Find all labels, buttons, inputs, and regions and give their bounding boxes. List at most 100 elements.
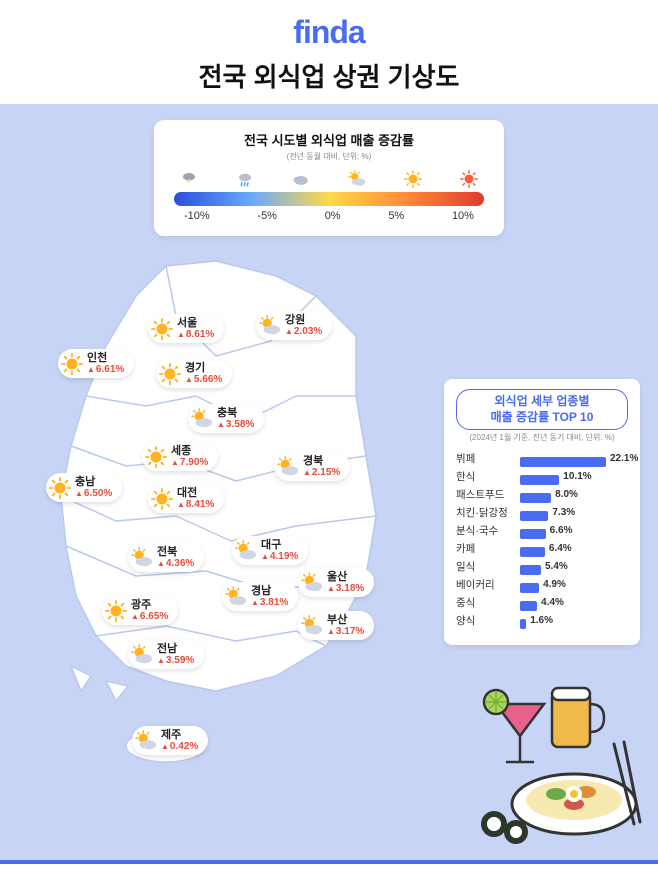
bar-label: 치킨·닭강정 [456,505,514,520]
city-value: 6.50% [75,488,112,499]
bar-label: 한식 [456,469,514,484]
city-pill-경남: 경남3.81% [222,582,298,611]
city-name: 세종 [171,445,208,457]
page-title: 전국 외식업 상권 기상도 [0,57,658,94]
city-pill-서울: 서울8.61% [148,314,224,343]
city-value: 5.66% [185,374,222,385]
hot-sun-icon [460,170,478,188]
city-value: 2.15% [303,467,340,478]
legend-ticks: -10% -5% 0% 5% 10% [170,206,488,222]
city-value: 4.19% [261,551,298,562]
city-name: 전북 [157,546,194,558]
bar-fill [520,511,548,521]
bar-fill [520,583,539,593]
city-value: 4.36% [157,558,194,569]
bar-track: 4.4% [520,598,628,608]
bar-row: 뷔페 22.1% [456,451,628,466]
city-value: 0.42% [161,741,198,752]
city-pill-울산: 울산3.18% [298,568,374,597]
bar-label: 양식 [456,613,514,628]
legend-subtitle: (전년 동월 대비, 단위: %) [170,151,488,162]
city-value: 7.90% [171,457,208,468]
city-value: 6.65% [131,611,168,622]
partly-icon [259,315,281,337]
bar-track: 7.3% [520,508,628,518]
sun-icon [404,170,422,188]
city-value: 3.18% [327,583,364,594]
partly-icon [135,730,157,752]
bar-label: 분식·국수 [456,523,514,538]
bar-track: 10.1% [520,472,628,482]
bar-value: 7.3% [552,507,575,518]
legend-tick: 5% [388,210,404,222]
bar-value: 10.1% [563,471,591,482]
top10-subtitle: (2024년 1월 기준, 전년 동기 대비, 단위: %) [456,432,628,443]
bar-label: 뷔페 [456,451,514,466]
bar-fill [520,547,545,557]
bar-fill [520,457,606,467]
bar-track: 4.9% [520,580,628,590]
city-pill-세종: 세종7.90% [142,442,218,471]
bar-value: 22.1% [610,453,638,464]
partly-icon [131,547,153,569]
city-pill-제주: 제주0.42% [132,726,208,755]
city-value: 8.61% [177,329,214,340]
bar-fill [520,601,537,611]
lightning-icon [180,170,198,188]
partly-icon [301,615,323,637]
bar-label: 패스트푸드 [456,487,514,502]
bar-track: 5.4% [520,562,628,572]
city-value: 3.59% [157,655,194,666]
city-name: 경기 [185,362,222,374]
partly-icon [225,586,247,608]
bar-fill [520,619,526,629]
city-pill-경기: 경기5.66% [156,359,232,388]
bar-value: 6.4% [549,543,572,554]
city-pill-광주: 광주6.65% [102,596,178,625]
city-value: 8.41% [177,499,214,510]
food-illustration [434,674,644,844]
brand-logo: finda [0,14,658,51]
bar-label: 베이커리 [456,577,514,592]
bar-row: 중식4.4% [456,595,628,610]
bar-label: 일식 [456,559,514,574]
city-name: 경북 [303,455,340,467]
top10-title: 외식업 세부 업종별 매출 증감률 TOP 10 [456,389,628,430]
bar-row: 양식 1.6% [456,613,628,628]
city-pill-인천: 인천6.61% [58,349,134,378]
bar-fill [520,565,541,575]
city-name: 대전 [177,487,214,499]
top10-bars: 뷔페 22.1% 한식 10.1% 패스트푸드 8.0% 치킨·닭강정 7.3% 분식·국수 6.… [456,451,628,628]
partly-icon [131,644,153,666]
city-name: 강원 [285,314,322,326]
cloud-icon [292,170,310,188]
bar-track: 6.4% [520,544,628,554]
bar-value: 1.6% [530,615,553,626]
sun-icon [151,488,173,510]
city-pill-전남: 전남3.59% [128,640,204,669]
city-pill-대구: 대구4.19% [232,536,308,565]
city-value: 3.17% [327,626,364,637]
city-pill-부산: 부산3.17% [298,611,374,640]
legend-tick: -10% [184,210,210,222]
bar-track: 22.1% [520,454,628,464]
bar-value: 5.4% [545,561,568,572]
city-value: 3.81% [251,597,288,608]
bar-fill [520,529,546,539]
bar-track: 8.0% [520,490,628,500]
map-area: 서울8.61%강원2.03%인천6.61%경기5.66%충북3.58%세종7.9… [16,246,426,826]
bar-row: 카페6.4% [456,541,628,556]
sun-icon [49,477,71,499]
city-name: 울산 [327,571,364,583]
bar-fill [520,475,559,485]
legend-card: 전국 시도별 외식업 매출 증감률 (전년 동월 대비, 단위: %) -10%… [154,120,504,236]
bar-value: 4.9% [543,579,566,590]
city-name: 부산 [327,614,364,626]
legend-title: 전국 시도별 외식업 매출 증감률 [170,130,488,149]
bar-value: 8.0% [555,489,578,500]
legend-tick: 0% [325,210,341,222]
legend-tick: 10% [452,210,474,222]
city-pill-충북: 충북3.58% [188,404,264,433]
bar-row: 한식 10.1% [456,469,628,484]
bar-row: 베이커리 4.9% [456,577,628,592]
